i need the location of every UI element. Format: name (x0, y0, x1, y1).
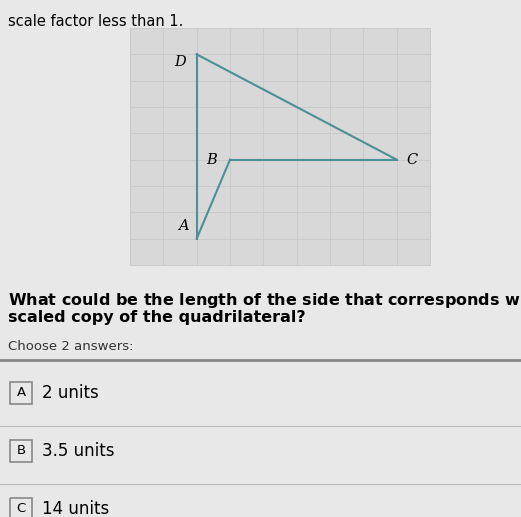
Bar (130, 28, 430, 265)
Bar (10, 498, 32, 517)
Text: A: A (17, 387, 26, 400)
Bar (10, 440, 32, 462)
Text: C: C (16, 503, 26, 515)
Text: scaled copy of the quadrilateral?: scaled copy of the quadrilateral? (8, 310, 306, 325)
Text: B: B (17, 445, 26, 458)
Text: Choose 2 answers:: Choose 2 answers: (8, 340, 133, 353)
Text: What could be the length of the side that corresponds with $\overline{AD}$ of th: What could be the length of the side tha… (8, 288, 521, 311)
Text: A: A (178, 219, 189, 233)
Text: B: B (206, 153, 217, 166)
Text: 3.5 units: 3.5 units (42, 442, 115, 460)
Text: 14 units: 14 units (42, 500, 109, 517)
Text: scale factor less than 1.: scale factor less than 1. (8, 14, 183, 29)
Text: C: C (406, 153, 417, 166)
Bar (10, 382, 32, 404)
Text: D: D (174, 55, 186, 69)
Text: 2 units: 2 units (42, 384, 99, 402)
